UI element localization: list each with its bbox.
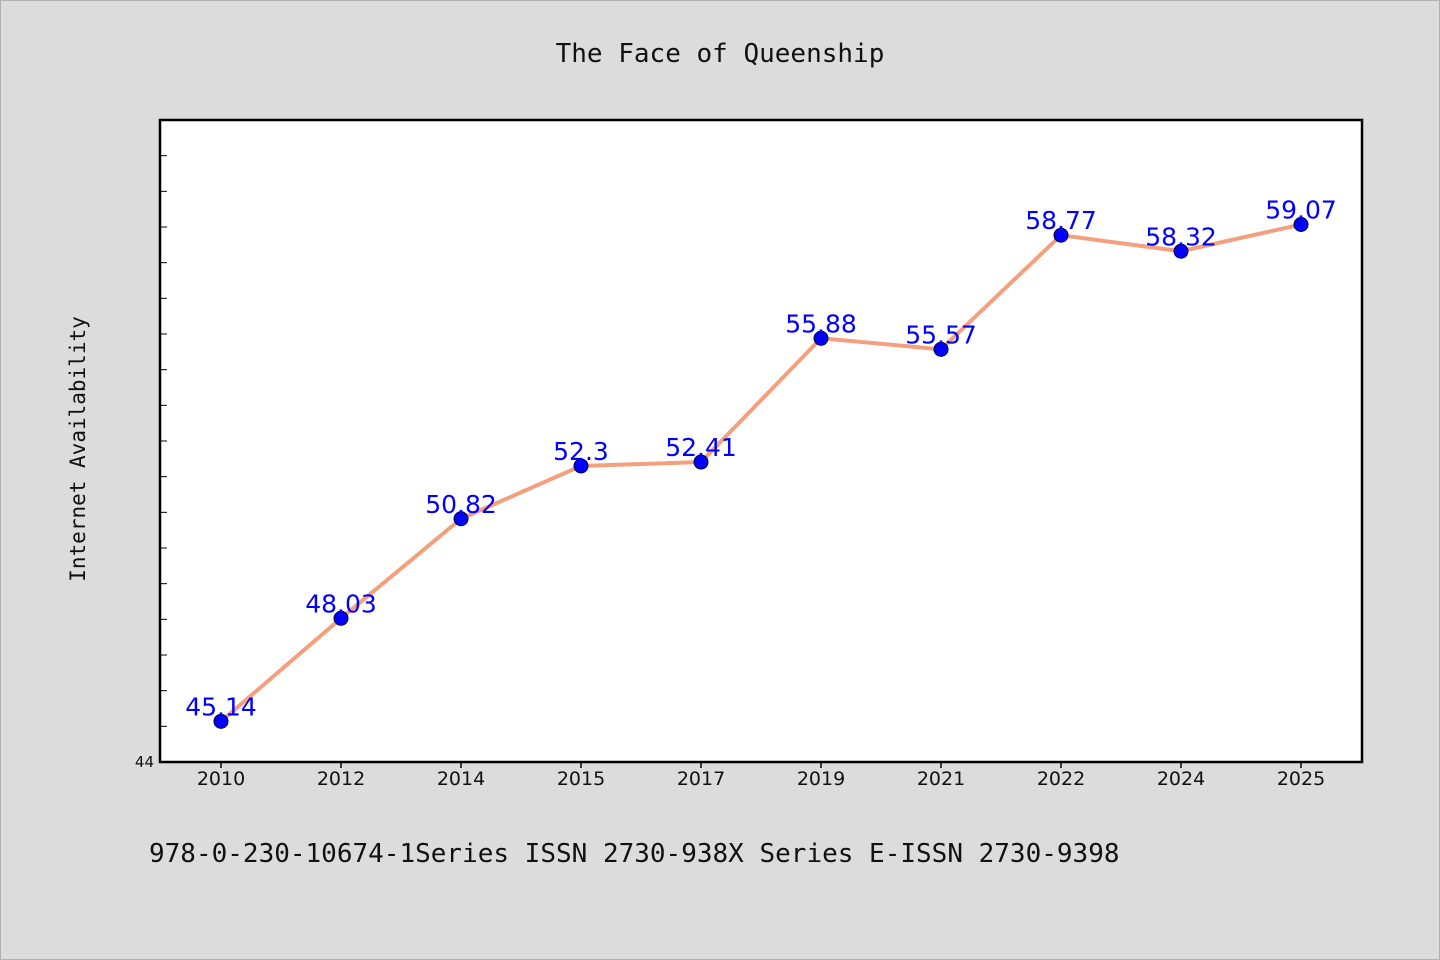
data-label: 59.07 (1265, 196, 1337, 225)
axis-ticks: 44 2010 2012 2014 2015 2017 2019 2021 2022 2024 20… (135, 155, 1325, 790)
data-label: 52.41 (665, 433, 737, 462)
data-point (813, 330, 829, 346)
x-tick-label: 2022 (1037, 768, 1085, 790)
y-tick-label: 44 (135, 753, 154, 771)
series-layer (213, 217, 1309, 729)
data-label: 50.82 (425, 490, 497, 519)
x-tick-label: 2015 (557, 768, 605, 790)
data-point (453, 511, 469, 527)
data-label: 58.77 (1025, 206, 1097, 235)
x-tick-label: 2014 (437, 768, 485, 790)
plot-area (158, 118, 1364, 764)
x-tick-label: 2024 (1157, 768, 1205, 790)
data-label: 48.03 (305, 589, 377, 618)
chart-title: The Face of Queenship (556, 39, 885, 69)
x-tick-label: 2010 (197, 768, 245, 790)
x-tick-label: 2025 (1277, 768, 1325, 790)
x-tick-label: 2019 (797, 768, 845, 790)
data-label: 55.88 (785, 309, 857, 338)
data-point (1293, 217, 1309, 233)
x-tick-label: 2012 (317, 768, 365, 790)
data-point (573, 458, 589, 474)
data-label: 55.57 (905, 320, 977, 349)
data-label: 45.14 (185, 692, 257, 721)
x-tick-label: 2021 (917, 768, 965, 790)
data-labels-layer: 45.14 48.03 50.82 52.3 52.41 55.88 55.57 58.77 5… (185, 196, 1337, 722)
x-tick-label: 2017 (677, 768, 725, 790)
footer-text: 978-0-230-10674-1Series ISSN 2730-938X S… (149, 839, 1120, 869)
data-point (213, 713, 229, 729)
data-point (333, 610, 349, 626)
series-line (219, 222, 1303, 724)
data-point (693, 454, 709, 470)
data-point (1173, 243, 1189, 259)
data-label: 58.32 (1145, 222, 1217, 251)
y-axis-label: Internet Availability (66, 316, 90, 582)
data-point (933, 341, 949, 357)
data-label: 52.3 (553, 437, 609, 466)
data-point (1053, 227, 1069, 243)
